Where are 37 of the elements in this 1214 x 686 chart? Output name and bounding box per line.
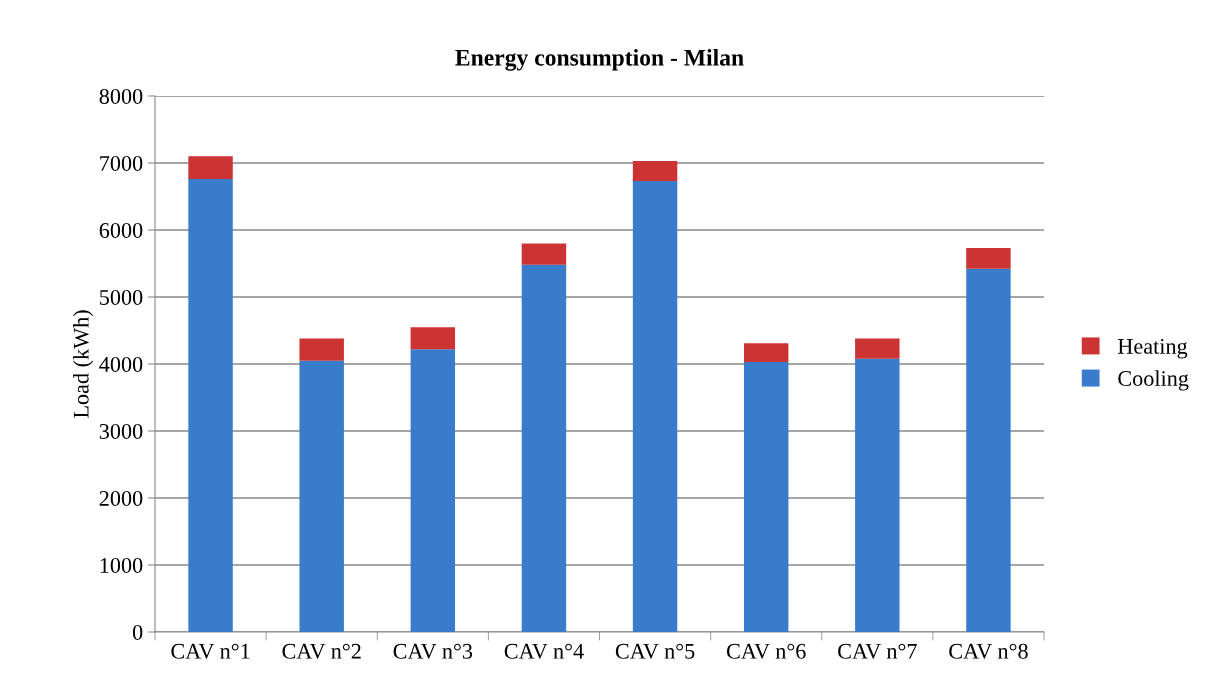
bar	[410, 327, 456, 350]
x-tick-label: CAV n°7	[838, 643, 917, 659]
y-tick-label: 5000	[100, 289, 143, 305]
bar	[299, 338, 344, 361]
bar	[966, 248, 1011, 269]
bar	[188, 179, 233, 632]
bar	[188, 156, 233, 180]
bar	[299, 360, 344, 632]
x-tick-label: CAV n°2	[282, 643, 361, 659]
y-tick-label: 0	[132, 624, 143, 640]
bar	[855, 338, 900, 359]
x-tick-label: CAV n°4	[504, 643, 584, 659]
bar	[743, 361, 789, 632]
bar	[743, 343, 789, 362]
bar	[632, 181, 678, 632]
x-tick-label: CAV n°1	[171, 643, 250, 659]
bar	[521, 243, 567, 265]
y-tick-label: 2000	[99, 490, 143, 506]
y-tick-label: 8000	[99, 88, 143, 104]
y-tick-label: 4000	[99, 356, 143, 372]
bar	[410, 349, 456, 632]
legend-label: Cooling	[1118, 370, 1189, 391]
bar	[966, 268, 1011, 632]
bar	[521, 264, 567, 632]
bar	[632, 160, 678, 182]
x-tick-label: CAV n°8	[949, 643, 1028, 659]
x-tick-label: CAV n°5	[615, 643, 695, 659]
y-tick-label: 1000	[100, 557, 143, 573]
y-tick-label: 7000	[100, 155, 143, 171]
legend-label: Heating	[1117, 338, 1188, 359]
x-tick-label: CAV n°3	[393, 643, 473, 659]
y-tick-label: 6000	[99, 222, 143, 238]
bar	[855, 358, 900, 632]
chart-title: Energy consumption - Milan	[455, 49, 744, 71]
x-tick-label: CAV n°6	[726, 643, 806, 659]
y-axis-title: Load (kWh)	[73, 310, 94, 418]
y-tick-label: 3000	[99, 423, 143, 439]
